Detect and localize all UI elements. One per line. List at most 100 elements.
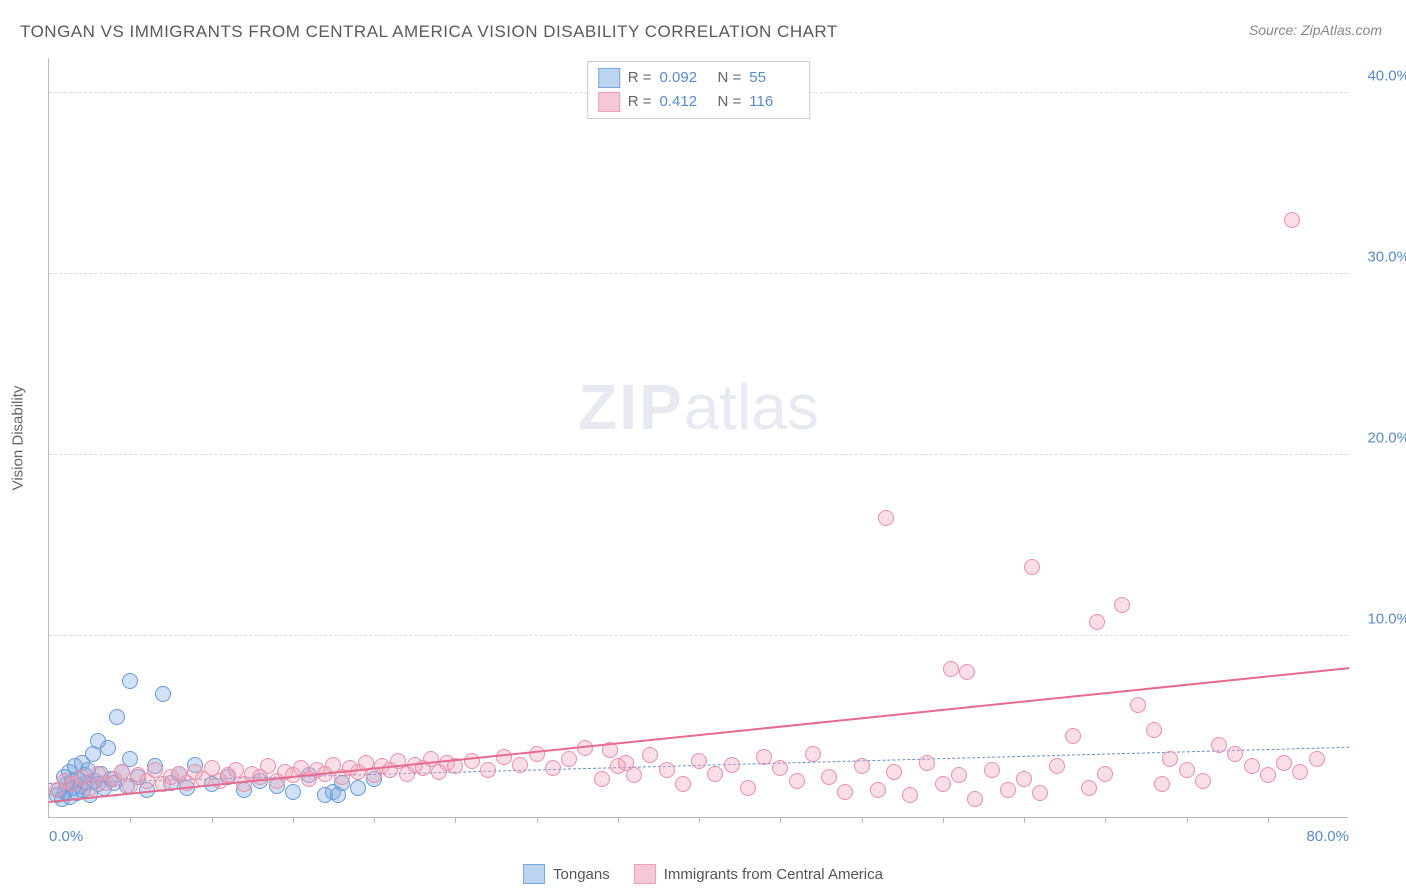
data-point [935,776,951,792]
x-tick [130,817,131,823]
n-label: N = [718,66,742,90]
data-point [1227,746,1243,762]
data-point [1016,771,1032,787]
n-value: 55 [749,66,799,90]
data-point [285,784,301,800]
r-value: 0.092 [660,66,710,90]
data-point [821,769,837,785]
data-point [512,757,528,773]
x-tick [1105,817,1106,823]
r-value: 0.412 [660,90,710,114]
data-point [1000,782,1016,798]
data-point [691,753,707,769]
data-point [545,760,561,776]
data-point [350,780,366,796]
data-point [122,673,138,689]
data-point [1211,737,1227,753]
x-tick [1024,817,1025,823]
plot-region: ZIPatlas R =0.092N =55R =0.412N =116 10.… [48,58,1348,818]
r-label: R = [628,66,652,90]
data-point [707,766,723,782]
data-point [902,787,918,803]
data-point [886,764,902,780]
data-point [1049,758,1065,774]
grid-line [49,635,1348,636]
legend-stat-row: R = 0.092 N = 55 [598,66,800,90]
data-point [959,664,975,680]
data-point [1146,722,1162,738]
data-point [1065,728,1081,744]
data-point [147,762,163,778]
data-point [1284,212,1300,228]
data-point [1179,762,1195,778]
x-tick [374,817,375,823]
data-point [878,510,894,526]
data-point [789,773,805,789]
y-tick-label: 10.0% [1355,611,1406,628]
data-point [1154,776,1170,792]
x-tick [699,817,700,823]
n-label: N = [718,90,742,114]
data-point [529,746,545,762]
x-tick [293,817,294,823]
n-value: 116 [749,90,799,114]
x-tick [780,817,781,823]
legend-series: Tongans Immigrants from Central America [523,864,883,884]
grid-line [49,454,1348,455]
legend-stat-row: R = 0.412 N = 116 [598,90,800,114]
legend-label: Immigrants from Central America [664,866,883,883]
x-tick [862,817,863,823]
data-point [1260,767,1276,783]
data-point [1292,764,1308,780]
data-point [1089,614,1105,630]
r-label: R = [628,90,652,114]
data-point [1195,773,1211,789]
legend-swatch [598,92,620,112]
x-tick-label: 0.0% [49,828,83,845]
data-point [854,758,870,774]
legend-swatch [598,68,620,88]
legend-stats: R = 0.092 N = 55 R = 0.412 N = 116 [587,61,811,119]
data-point [109,709,125,725]
grid-line [49,273,1348,274]
data-point [155,686,171,702]
data-point [464,753,480,769]
data-point [675,776,691,792]
chart-title: TONGAN VS IMMIGRANTS FROM CENTRAL AMERIC… [20,22,838,42]
data-point [1309,751,1325,767]
y-tick-label: 30.0% [1355,249,1406,266]
data-point [1244,758,1260,774]
data-point [951,767,967,783]
y-axis-title: Vision Disability [10,386,27,491]
x-tick [455,817,456,823]
data-point [1081,780,1097,796]
source-attribution: Source: ZipAtlas.com [1249,22,1382,38]
y-tick-label: 20.0% [1355,430,1406,447]
data-point [100,740,116,756]
x-tick [943,817,944,823]
data-point [480,762,496,778]
legend-item: Tongans [523,864,610,884]
data-point [594,771,610,787]
data-point [740,780,756,796]
data-point [870,782,886,798]
y-tick-label: 40.0% [1355,68,1406,85]
chart-area: ZIPatlas R =0.092N =55R =0.412N =116 10.… [48,58,1348,818]
data-point [1114,597,1130,613]
data-point [756,749,772,765]
data-point [561,751,577,767]
data-point [496,749,512,765]
data-point [114,764,130,780]
x-tick [618,817,619,823]
data-point [984,762,1000,778]
data-point [1162,751,1178,767]
data-point [1130,697,1146,713]
data-point [919,755,935,771]
data-point [1024,559,1040,575]
data-point [837,784,853,800]
x-tick-label: 80.0% [1306,828,1349,845]
data-point [626,767,642,783]
data-point [1276,755,1292,771]
x-tick [537,817,538,823]
data-point [772,760,788,776]
